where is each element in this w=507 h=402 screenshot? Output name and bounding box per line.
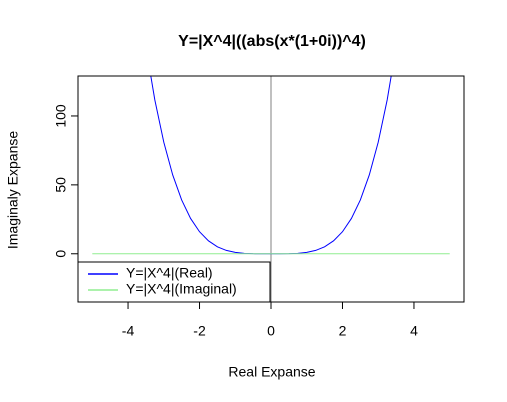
legend-label: Y=|X^4|(Real) xyxy=(126,265,213,281)
y-tick-label: 50 xyxy=(53,177,69,193)
x-tick-label: -2 xyxy=(193,323,206,339)
x-tick-label: 2 xyxy=(339,323,347,339)
y-axis-label: Imaginaly Expanse xyxy=(5,131,21,250)
x-tick-label: -4 xyxy=(122,323,135,339)
legend-label: Y=|X^4|(Imaginal) xyxy=(126,281,237,297)
x-axis-label: Real Expanse xyxy=(228,364,315,380)
legend-box xyxy=(77,261,271,303)
x-tick-label: 4 xyxy=(410,323,418,339)
x-tick-label: 0 xyxy=(267,323,275,339)
y-tick-label: 0 xyxy=(53,250,69,258)
plot-frame xyxy=(77,75,465,303)
chart-title: Y=|X^4|((abs(x*(1+0i))^4) xyxy=(178,33,366,50)
plot-area xyxy=(92,76,450,302)
y-tick-label: 100 xyxy=(53,104,69,128)
